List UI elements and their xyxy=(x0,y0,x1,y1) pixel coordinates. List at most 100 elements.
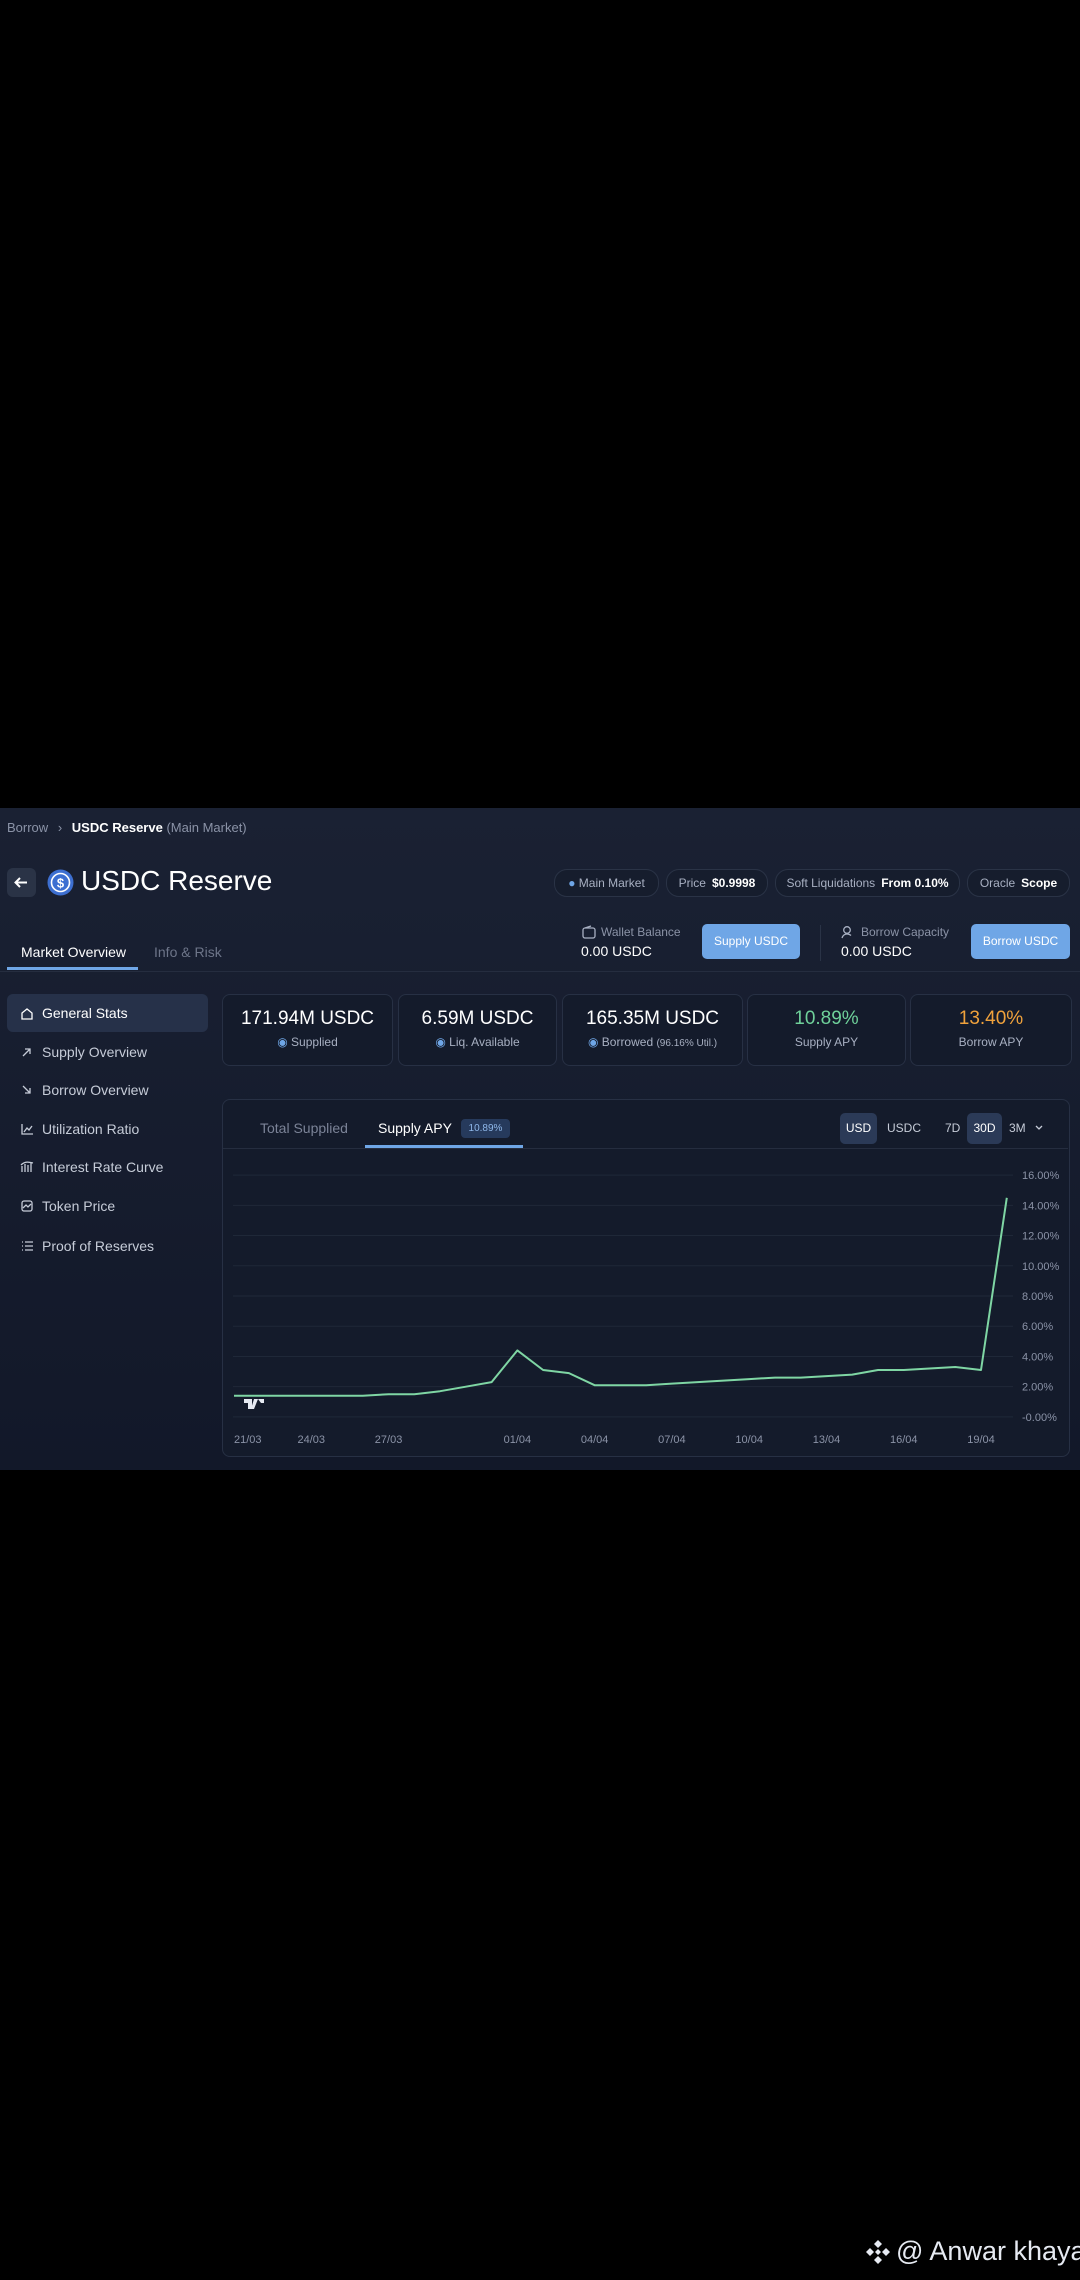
chart-tab-active[interactable]: Supply APY xyxy=(378,1120,452,1136)
stat-label-text: Borrowed xyxy=(601,1035,654,1049)
y-tick-label: 14.00% xyxy=(1022,1200,1060,1212)
divider xyxy=(223,1148,1068,1149)
watermark-icon xyxy=(866,2240,890,2264)
stat-label-text: Liq. Available xyxy=(449,1035,520,1049)
stat-value: 13.40% xyxy=(958,1008,1024,1029)
y-tick-label: 12.00% xyxy=(1022,1231,1060,1243)
sidebar-item[interactable]: Proof of Reserves xyxy=(42,1238,155,1254)
market-pill[interactable]: ● Main Market xyxy=(554,869,659,897)
stat-label: ◉ Liq. Available xyxy=(435,1035,520,1049)
range-active-bg xyxy=(967,1113,1002,1144)
tab-underline xyxy=(7,967,138,970)
y-tick-label: 2.00% xyxy=(1022,1382,1053,1394)
breadcrumb-current: USDC Reserve xyxy=(71,820,163,835)
back-icon xyxy=(14,877,27,888)
stat-label: ◉ Supplied xyxy=(277,1035,338,1049)
sidebar-item[interactable]: Supply Overview xyxy=(42,1044,148,1060)
x-tick-label: 21/03 xyxy=(234,1434,262,1446)
user-icon xyxy=(841,926,852,939)
range-button[interactable]: 3M xyxy=(1009,1121,1026,1135)
unit-button[interactable]: USD xyxy=(845,1121,872,1135)
range-button[interactable]: 30D xyxy=(973,1121,996,1135)
breadcrumb-market: (Main Market) xyxy=(166,820,247,835)
pill-label: Soft Liquidations xyxy=(786,876,876,890)
stat-card: 13.40% Borrow APY xyxy=(910,994,1072,1066)
borrow-value: 0.00 USDC xyxy=(841,943,912,959)
unit-active-bg xyxy=(840,1113,877,1144)
sidebar-icon xyxy=(20,1045,34,1064)
chart-card xyxy=(222,1099,1070,1457)
sidebar-item[interactable]: Borrow Overview xyxy=(42,1082,149,1098)
pill-label: Price xyxy=(678,876,706,890)
sidebar-icon xyxy=(20,1122,34,1141)
x-tick-label: 07/04 xyxy=(658,1434,686,1446)
svg-text:$: $ xyxy=(57,876,65,891)
sidebar-item[interactable]: General Stats xyxy=(42,1005,128,1021)
stat-note: (96.16% Util.) xyxy=(656,1038,718,1049)
tab-active[interactable]: Market Overview xyxy=(21,944,127,960)
range-button[interactable]: 7D xyxy=(945,1121,961,1135)
watermark: @ Anwar khayal xyxy=(896,2236,1080,2266)
sidebar-item[interactable]: Interest Rate Curve xyxy=(42,1159,164,1175)
wallet-label: Wallet Balance xyxy=(601,925,681,939)
borrow-label: Borrow Capacity xyxy=(861,925,950,939)
y-tick-label: 16.00% xyxy=(1022,1170,1060,1182)
borrow-button[interactable]: Borrow USDC xyxy=(971,924,1070,959)
unit-button[interactable]: USDC xyxy=(887,1121,922,1135)
stat-label-text: Supplied xyxy=(291,1035,338,1049)
liquidation-pill: Soft Liquidations From 0.10% xyxy=(775,869,960,897)
stat-card: 165.35M USDC ◉ Borrowed (96.16% Util.) xyxy=(562,994,743,1066)
chevron[interactable] xyxy=(1034,1124,1044,1132)
breadcrumb-link[interactable]: Borrow xyxy=(7,820,49,835)
y-tick-label: -0.00% xyxy=(1022,1412,1057,1424)
breadcrumb: Borrow › USDC Reserve (Main Market) xyxy=(7,820,247,835)
stat-label: ◉ Borrowed (96.16% Util.) xyxy=(587,1035,718,1049)
sidebar-icon xyxy=(20,1199,34,1218)
tradingview-logo xyxy=(244,1399,264,1409)
sidebar-item[interactable]: Utilization Ratio xyxy=(42,1121,140,1137)
stat-card: 6.59M USDC ◉ Liq. Available xyxy=(398,994,557,1066)
back-button[interactable] xyxy=(7,868,36,897)
x-tick-label: 10/04 xyxy=(735,1434,763,1446)
chart-tab-underline xyxy=(365,1145,523,1148)
x-tick-label: 24/03 xyxy=(298,1434,326,1446)
x-tick-label: 01/04 xyxy=(504,1434,532,1446)
x-tick-label: 04/04 xyxy=(581,1434,609,1446)
sidebar-icon xyxy=(20,1006,34,1025)
pill-value: From 0.10% xyxy=(881,876,949,890)
tab[interactable]: Info & Risk xyxy=(154,944,222,960)
x-tick-label: 13/04 xyxy=(813,1434,841,1446)
pill-value: Scope xyxy=(1021,876,1058,890)
chart-tab[interactable]: Total Supplied xyxy=(260,1120,348,1136)
stat-label: Borrow APY xyxy=(958,1035,1024,1049)
stat-value: 10.89% xyxy=(794,1008,859,1029)
usdc-icon: $ xyxy=(47,869,74,896)
y-tick-label: 8.00% xyxy=(1022,1291,1053,1303)
stat-card: 171.94M USDC ◉ Supplied xyxy=(222,994,393,1066)
divider xyxy=(820,925,821,961)
stat-card: 10.89% Supply APY xyxy=(747,994,906,1066)
stat-value: 165.35M USDC xyxy=(585,1008,720,1029)
y-tick-label: 6.00% xyxy=(1022,1321,1053,1333)
y-tick-label: 10.00% xyxy=(1022,1261,1060,1273)
wallet-value: 0.00 USDC xyxy=(581,943,652,959)
sidebar-icon xyxy=(20,1239,34,1258)
x-tick-label: 19/04 xyxy=(967,1434,995,1446)
x-tick-label: 16/04 xyxy=(890,1434,918,1446)
pill-value: $0.9998 xyxy=(711,876,756,890)
page-title: USDC Reserve xyxy=(81,865,273,896)
chart: -0.00% 2.00% 4.00% 6.00% 8.00% 10.00% 12.00% 14… xyxy=(233,1170,1060,1446)
wallet-icon xyxy=(582,925,596,939)
supply-button[interactable]: Supply USDC xyxy=(702,924,800,959)
sidebar-icon xyxy=(20,1160,34,1179)
chart-badge: 10.89% xyxy=(461,1119,510,1138)
price-pill: Price $0.9998 xyxy=(666,869,768,897)
line-series xyxy=(234,1197,1008,1397)
sidebar-item[interactable]: Token Price xyxy=(42,1198,116,1214)
breadcrumb-separator: › xyxy=(57,820,63,835)
y-tick-label: 4.00% xyxy=(1022,1351,1053,1363)
sidebar-icon xyxy=(20,1083,34,1102)
stat-value: 171.94M USDC xyxy=(240,1008,375,1029)
stat-value: 6.59M USDC xyxy=(421,1008,534,1029)
